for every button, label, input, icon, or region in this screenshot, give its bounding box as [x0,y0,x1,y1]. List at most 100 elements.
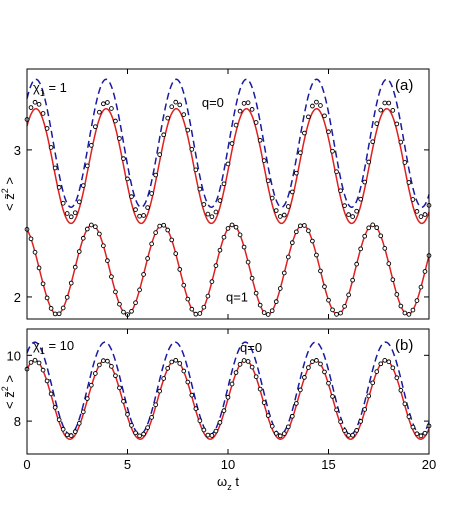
data-point [310,359,315,364]
data-point [177,361,183,366]
data-point [418,433,424,439]
data-point [342,304,347,309]
data-point [113,289,118,295]
data-point [141,272,146,277]
data-point [105,100,110,105]
data-point [334,169,339,175]
panel-b-plot-area [24,341,432,440]
data-point [181,368,187,374]
data-point [157,152,163,157]
data-point [306,114,311,120]
data-point [342,428,347,433]
data-point [113,118,118,124]
data-point [52,311,58,317]
data-point [253,290,259,296]
data-point [398,387,404,393]
data-point [306,365,311,370]
data-point [117,385,122,391]
panel-a: 23 (a) χ1 = 1 q=0 q=1 < z̃2 > [0,68,432,320]
data-point [241,244,247,250]
data-point [56,185,62,190]
data-point [322,113,327,119]
data-point [28,105,34,110]
y-tick-label: 3 [14,143,21,158]
data-point [84,226,90,232]
data-point [285,204,291,209]
data-point [269,423,275,429]
data-point [161,222,167,228]
data-point [229,141,235,146]
data-point [40,367,46,373]
data-point [105,258,110,263]
data-point [358,196,364,202]
data-point [72,264,78,270]
data-point [302,223,307,228]
series-q=0-dashed-line [26,341,430,436]
data-point [237,232,243,238]
data-point [322,369,327,375]
data-point [101,358,106,363]
data-point [201,427,207,433]
data-point [402,310,408,316]
data-point [52,405,58,410]
data-point [97,362,102,368]
data-point [318,361,323,367]
data-point [173,357,179,363]
data-point [394,121,400,127]
data-point [374,121,380,126]
data-point [149,241,154,247]
data-point [326,297,331,303]
data-point [237,361,243,367]
curve-label-q0: q=0 [240,340,262,355]
data-point [390,365,396,371]
data-point [354,208,359,214]
data-point [109,364,114,369]
x-tick-label: 5 [124,457,131,472]
data-point [390,108,396,113]
data-point [52,165,58,171]
data-point [382,246,388,251]
data-point [378,107,384,113]
data-point [97,109,102,115]
data-point [265,413,271,418]
data-point [48,306,54,311]
data-point [386,261,392,266]
data-point [117,136,122,141]
data-point [249,275,255,281]
data-point [390,277,396,283]
data-point [92,371,98,376]
data-point [310,238,315,244]
data-point [205,432,211,438]
data-point [80,409,86,415]
data-point [362,233,368,239]
data-point [338,310,343,316]
data-point [193,311,199,317]
data-point [326,380,331,386]
data-point [64,211,70,216]
data-point [68,280,74,286]
series-q=0-markers [24,357,432,439]
data-point [281,270,287,276]
data-point [56,417,62,423]
data-point [298,387,303,393]
data-point [197,418,203,424]
data-point [273,299,279,305]
data-point [28,236,34,242]
data-point [209,433,215,438]
data-point [261,158,267,163]
data-point [149,415,154,420]
data-point [181,282,187,288]
data-point [374,369,380,374]
data-point [253,120,259,125]
data-point [338,188,343,194]
data-point [338,419,343,425]
data-point [32,357,38,363]
data-point [229,381,235,387]
data-point [213,209,219,215]
data-point [257,137,263,143]
data-point [125,176,130,182]
data-point [249,364,255,370]
data-point [370,139,376,145]
data-point [32,99,38,105]
